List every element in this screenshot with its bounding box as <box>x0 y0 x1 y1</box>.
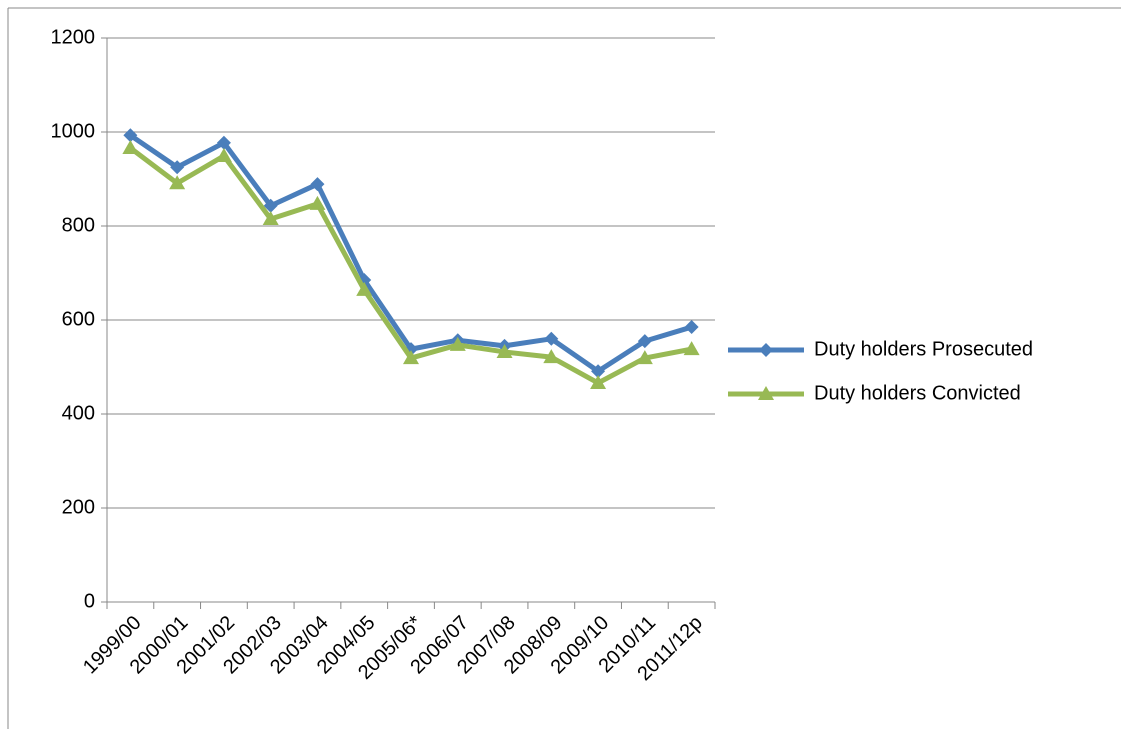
y-tick-label: 1000 <box>51 120 96 142</box>
y-tick-label: 200 <box>62 496 95 518</box>
marker-diamond <box>544 331 559 346</box>
marker-diamond <box>310 177 325 192</box>
marker-diamond <box>759 343 773 357</box>
marker-diamond <box>216 135 231 150</box>
marker-diamond <box>263 198 278 213</box>
y-tick-label: 1200 <box>51 26 96 48</box>
y-tick-label: 800 <box>62 214 95 236</box>
marker-triangle <box>636 350 653 365</box>
marker-triangle <box>590 374 607 389</box>
marker-triangle <box>683 341 700 356</box>
marker-triangle <box>122 139 139 154</box>
series-line <box>128 133 693 374</box>
y-tick-label: 400 <box>62 402 95 424</box>
y-tick-label: 0 <box>84 590 95 612</box>
marker-triangle <box>169 175 186 190</box>
marker-diamond <box>684 320 699 335</box>
marker-diamond <box>170 160 185 175</box>
marker-triangle <box>758 386 774 400</box>
marker-triangle <box>496 343 513 358</box>
marker-triangle <box>356 281 373 296</box>
marker-triangle <box>262 210 279 225</box>
marker-diamond <box>123 128 138 143</box>
y-tick-label: 600 <box>62 308 95 330</box>
marker-triangle <box>543 349 560 364</box>
marker-diamond <box>591 364 606 379</box>
marker-triangle <box>215 147 232 162</box>
marker-triangle <box>449 336 466 351</box>
marker-diamond <box>637 334 652 349</box>
legend-label: Duty holders Convicted <box>814 382 1021 404</box>
marker-triangle <box>403 350 419 365</box>
legend-label: Duty holders Prosecuted <box>814 338 1033 360</box>
marker-triangle <box>309 195 326 210</box>
